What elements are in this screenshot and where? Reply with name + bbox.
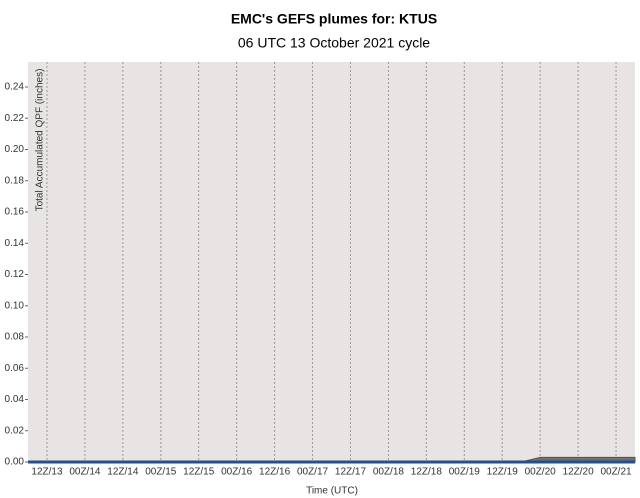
chart-subtitle: 06 UTC 13 October 2021 cycle — [238, 35, 430, 51]
y-tick-label: 0.14 — [5, 238, 25, 249]
y-tick-label: 0.00 — [5, 457, 25, 468]
y-tick-label: 0.22 — [5, 113, 25, 124]
y-tick-label: 0.08 — [5, 332, 25, 343]
x-axis-label: Time (UTC) — [306, 486, 358, 497]
y-tick-label: 0.02 — [5, 425, 25, 436]
y-tick-label: 0.12 — [5, 269, 25, 280]
x-tick-label: 12Z/18 — [411, 467, 443, 478]
x-tick-label: 00Z/17 — [297, 467, 329, 478]
x-tick-label: 12Z/16 — [259, 467, 291, 478]
x-tick-label: 00Z/18 — [373, 467, 405, 478]
x-tick-label: 00Z/21 — [600, 467, 632, 478]
x-tick-label: 12Z/13 — [31, 467, 63, 478]
y-axis-label: Total Accumulated QPF (inches) — [35, 69, 46, 212]
x-tick-label: 00Z/20 — [525, 467, 557, 478]
y-tick-label: 0.06 — [5, 363, 25, 374]
x-tick-label: 00Z/16 — [221, 467, 253, 478]
chart-title: EMC's GEFS plumes for: KTUS — [231, 11, 437, 27]
x-tick-label: 12Z/17 — [335, 467, 367, 478]
y-tick-label: 0.18 — [5, 175, 25, 186]
x-tick-label: 12Z/14 — [107, 467, 139, 478]
plot-background — [28, 62, 635, 462]
y-tick-label: 0.10 — [5, 300, 25, 311]
y-tick-label: 0.04 — [5, 394, 25, 405]
x-tick-label: 12Z/20 — [563, 467, 595, 478]
y-tick-label: 0.24 — [5, 82, 25, 93]
x-tick-label: 00Z/19 — [449, 467, 481, 478]
y-tick-label: 0.20 — [5, 144, 25, 155]
y-tick-label: 0.16 — [5, 207, 25, 218]
x-tick-label: 00Z/15 — [145, 467, 177, 478]
x-tick-label: 12Z/19 — [487, 467, 519, 478]
x-tick-label: 00Z/14 — [69, 467, 101, 478]
x-tick-label: 12Z/15 — [183, 467, 215, 478]
